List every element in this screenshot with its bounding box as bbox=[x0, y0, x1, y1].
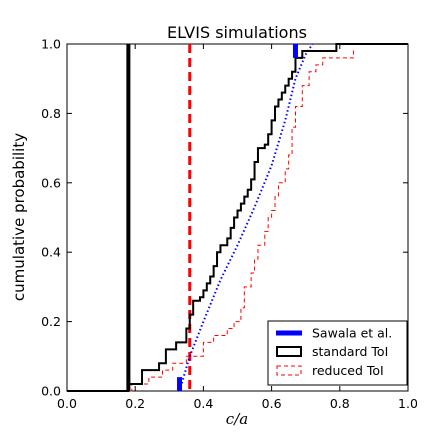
series-layer bbox=[67, 43, 408, 392]
series-sawala bbox=[178, 43, 314, 392]
plot-frame bbox=[66, 43, 409, 392]
x-tick-label: 0.4 bbox=[193, 396, 213, 411]
legend-swatch-reduced bbox=[276, 365, 302, 376]
edge-marks bbox=[177, 44, 298, 391]
reference-lines bbox=[126, 44, 192, 391]
y-tick-label: 0.6 bbox=[41, 175, 61, 190]
plot-area bbox=[66, 43, 409, 392]
y-tick-label: 0.2 bbox=[41, 314, 61, 329]
x-axis-label: c/a bbox=[226, 410, 248, 428]
chart-title: ELVIS simulations bbox=[167, 23, 307, 42]
x-axis-ticks: 0.0 0.2 0.4 0.6 0.8 1.0 bbox=[57, 44, 418, 411]
y-axis-label: cumulative probability bbox=[10, 133, 28, 301]
series-reduced-toi bbox=[67, 50, 357, 392]
legend-label-standard: standard ToI bbox=[312, 344, 388, 359]
series-standard-toi bbox=[67, 43, 408, 392]
x-tick-label: 0.0 bbox=[57, 396, 77, 411]
legend: Sawala et al. standard ToI reduced ToI bbox=[267, 320, 408, 386]
legend-swatch-standard bbox=[276, 346, 302, 357]
legend-label-sawala: Sawala et al. bbox=[312, 326, 392, 341]
y-tick-label: 1.0 bbox=[41, 37, 61, 52]
x-tick-label: 0.2 bbox=[125, 396, 145, 411]
y-axis-ticks: 0.0 0.2 0.4 0.6 0.8 1.0 bbox=[41, 37, 408, 399]
y-tick-label: 0.0 bbox=[41, 384, 61, 399]
x-tick-label: 0.8 bbox=[330, 396, 350, 411]
y-tick-label: 0.8 bbox=[41, 106, 61, 121]
x-tick-label: 1.0 bbox=[398, 396, 418, 411]
legend-label-reduced: reduced ToI bbox=[312, 363, 384, 378]
x-tick-label: 0.6 bbox=[262, 396, 282, 411]
y-tick-label: 0.4 bbox=[41, 245, 61, 260]
